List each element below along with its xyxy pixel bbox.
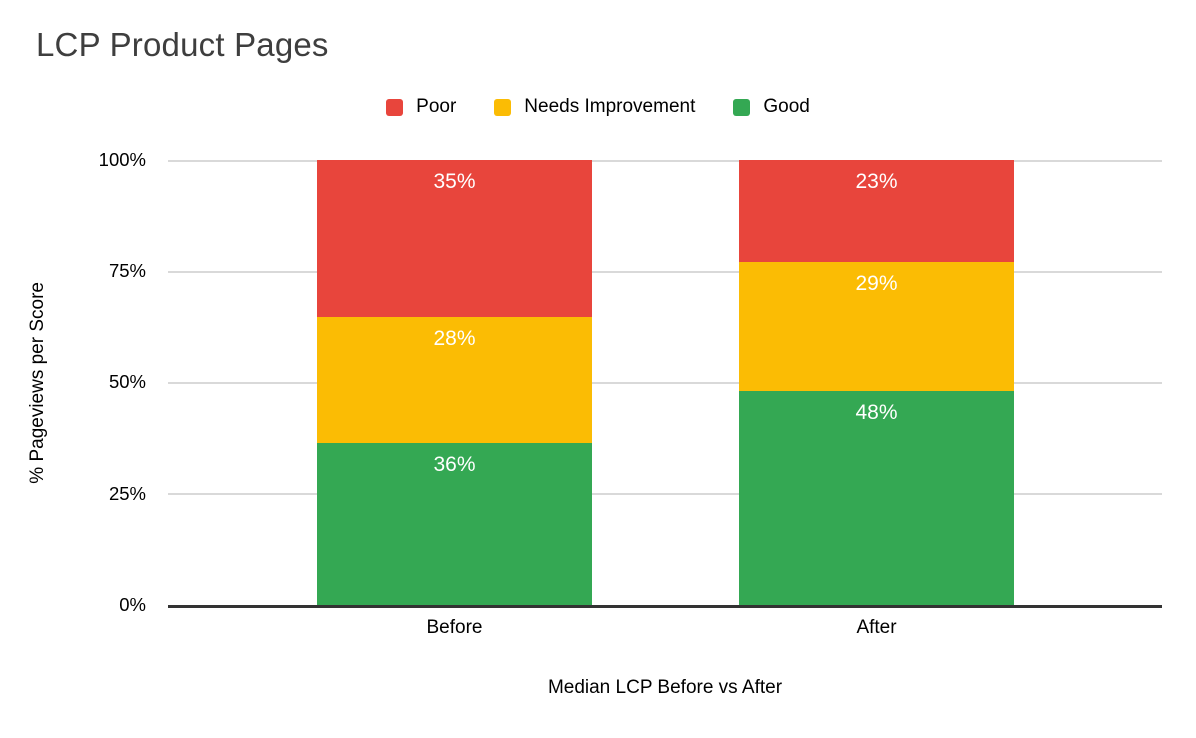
chart-title: LCP Product Pages [36,26,329,63]
legend-label-poor: Poor [416,96,457,117]
legend-swatch-needs-improvement [494,98,512,116]
legend-swatch-good [733,98,751,116]
x-category-before: Before [426,617,483,638]
data-label-after-good: 48% [855,401,898,425]
bar-before: 35% 28% 36% [317,160,592,605]
data-label-before-good: 36% [433,453,476,477]
y-tick-25: 25% [108,483,146,504]
bar-before-segment-needs-improvement: 28% [317,317,592,444]
data-label-after-needs-improvement: 29% [855,272,898,296]
legend-swatch-poor [386,98,404,116]
y-axis-title: % Pageviews per Score [27,281,48,484]
legend-label-needs-improvement: Needs Improvement [524,96,696,117]
plot-area: 35% 28% 36% 23% 29% 48% [168,160,1162,608]
data-label-before-poor: 35% [433,170,476,193]
legend-item-needs-improvement: Needs Improvement [494,96,695,118]
gridline-75 [168,271,1162,273]
legend: Poor Needs Improvement Good [0,96,1196,118]
bar-after: 23% 29% 48% [739,160,1014,605]
bar-before-segment-good: 36% [317,443,592,605]
y-tick-100: 100% [98,149,146,170]
bar-after-segment-poor: 23% [739,160,1014,263]
bar-before-segment-poor: 35% [317,160,592,318]
gridline-25 [168,493,1162,495]
x-category-after: After [856,617,897,638]
data-label-after-poor: 23% [855,170,898,193]
y-axis-ticks: 100% 75% 50% 25% 0% [0,0,148,738]
x-axis-title: Median LCP Before vs After [547,677,783,698]
bar-after-segment-needs-improvement: 29% [739,262,1014,392]
legend-item-poor: Poor [386,96,456,118]
gridline-100 [168,160,1162,162]
legend-label-good: Good [763,96,810,117]
y-tick-50: 50% [108,371,146,392]
y-tick-0: 0% [119,594,146,615]
data-label-before-needs-improvement: 28% [433,327,476,351]
gridline-50 [168,382,1162,384]
y-tick-75: 75% [108,260,146,281]
bar-after-segment-good: 48% [739,391,1014,605]
y-axis-title-wrap: % Pageviews per Score [18,160,58,605]
legend-item-good: Good [733,96,810,118]
